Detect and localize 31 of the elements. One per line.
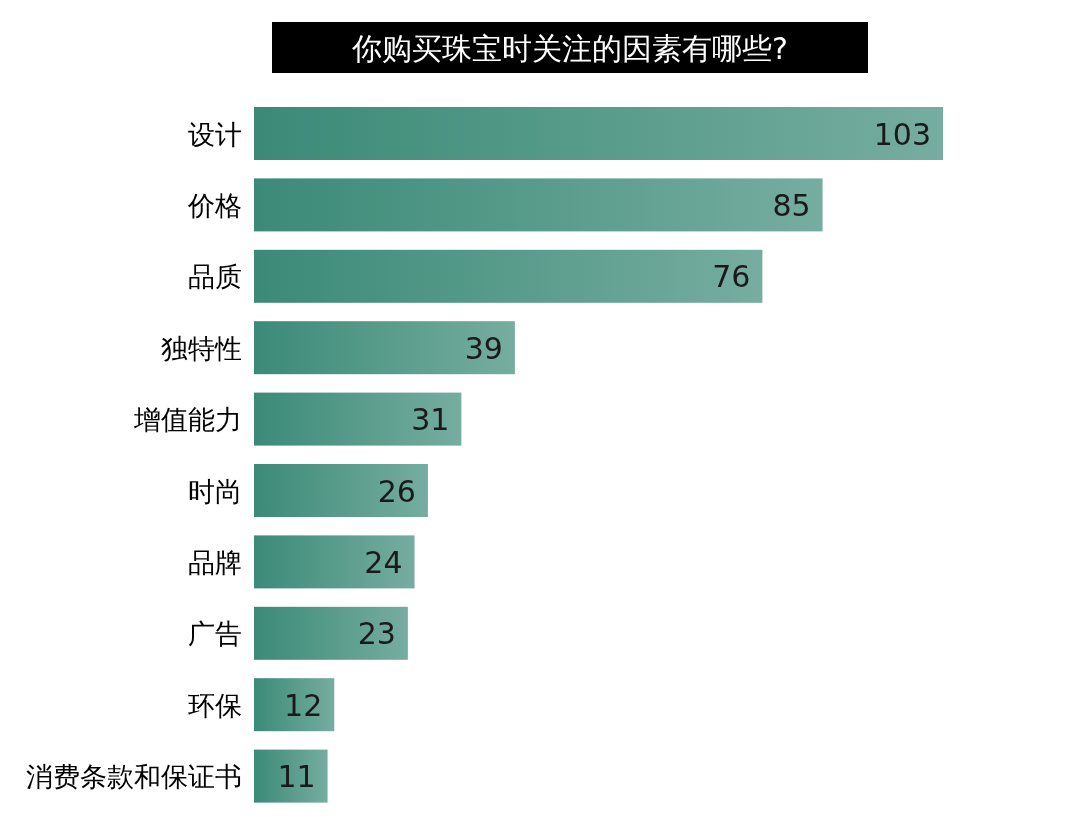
data-label: 103 [873,116,931,152]
chart-title: 你购买珠宝时关注的因素有哪些? [351,31,788,66]
y-tick-label: 广告 [188,618,242,650]
bar [254,464,428,517]
y-tick-label: 设计 [188,118,242,150]
bar [254,107,943,160]
bar [254,249,763,303]
y-tick-label: 时尚 [188,475,242,507]
bar [254,606,408,660]
data-label: 39 [464,330,503,366]
data-label: 23 [357,616,396,652]
y-tick-label: 消费条款和保证书 [26,761,242,793]
data-label: 12 [284,687,323,723]
bar [254,749,328,803]
bar [254,678,335,732]
data-label: 76 [712,259,751,295]
y-tick-label: 增值能力 [133,404,242,436]
y-tick-label: 价格 [187,189,242,221]
data-label: 26 [377,473,416,509]
y-tick-label: 环保 [188,689,242,721]
y-tick-label: 独特性 [161,332,242,364]
bar [254,178,823,232]
bar [254,321,515,375]
y-tick-label: 品牌 [188,546,242,578]
data-label: 31 [411,402,450,438]
data-label: 11 [277,759,316,795]
data-label: 85 [772,187,811,223]
bar [254,535,415,589]
y-tick-label: 品质 [188,261,242,293]
bar [254,392,462,446]
data-label: 24 [364,544,403,580]
